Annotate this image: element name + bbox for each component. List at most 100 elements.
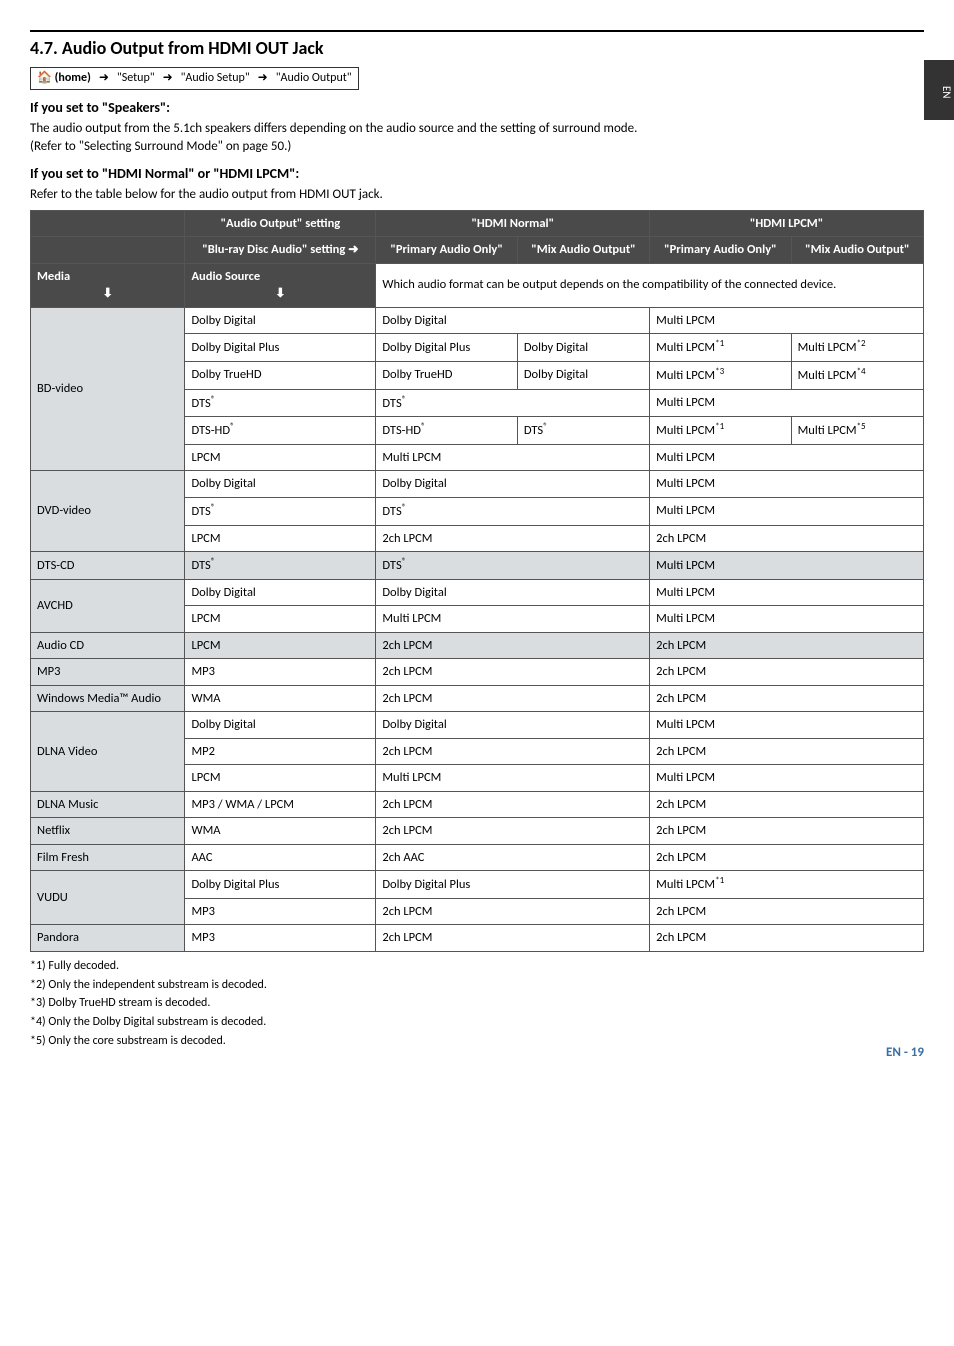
out: Multi LPCM xyxy=(650,579,924,606)
out: Dolby TrueHD xyxy=(376,361,517,389)
out: 2ch LPCM xyxy=(650,632,924,659)
footnotes: *1) Fully decoded. *2) Only the independ… xyxy=(30,958,924,1050)
out: Multi LPCM*1 xyxy=(650,334,791,362)
src: MP3 xyxy=(185,925,376,952)
src: DTS® xyxy=(185,552,376,580)
speakers-text-2: (Refer to "Selecting Surround Mode" on p… xyxy=(30,138,924,156)
src: AAC xyxy=(185,844,376,871)
audio-output-table: "Audio Output" setting "HDMI Normal" "HD… xyxy=(30,210,924,952)
media-filmfresh: Film Fresh xyxy=(31,844,185,871)
out: Multi LPCM*4 xyxy=(791,361,923,389)
out: DTS® xyxy=(376,552,650,580)
out: 2ch LPCM xyxy=(650,525,924,552)
out: Dolby Digital xyxy=(376,307,650,334)
src: MP3 xyxy=(185,659,376,686)
out: Multi LPCM xyxy=(650,444,924,471)
col-bluray-setting: "Blu-ray Disc Audio" setting ➜ xyxy=(185,237,376,264)
col-audio-output: "Audio Output" setting xyxy=(185,210,376,237)
speakers-heading: If you set to "Speakers": xyxy=(30,98,924,118)
src: Dolby Digital xyxy=(185,471,376,498)
src: MP2 xyxy=(185,738,376,765)
media-bdvideo: BD-video xyxy=(31,307,185,471)
col-hdmi-normal: "HDMI Normal" xyxy=(376,210,650,237)
breadcrumb-home: 🏠 (home) xyxy=(37,70,91,87)
src: WMA xyxy=(185,685,376,712)
src: Dolby TrueHD xyxy=(185,361,376,389)
out: 2ch LPCM xyxy=(376,791,650,818)
col-hdmi-lpcm: "HDMI LPCM" xyxy=(650,210,924,237)
out: 2ch LPCM xyxy=(376,898,650,925)
footnote-1: *1) Fully decoded. xyxy=(30,958,924,975)
src: Dolby Digital Plus xyxy=(185,334,376,362)
src: MP3 / WMA / LPCM xyxy=(185,791,376,818)
arrow-icon: ➜ xyxy=(258,70,268,87)
out: 2ch LPCM xyxy=(650,925,924,952)
out: Multi LPCM xyxy=(650,712,924,739)
out: Dolby Digital Plus xyxy=(376,334,517,362)
out: Multi LPCM*5 xyxy=(791,417,923,445)
out: Multi LPCM xyxy=(650,471,924,498)
out: Multi LPCM xyxy=(650,497,924,525)
col-mix-output-2: "Mix Audio Output" xyxy=(791,237,923,264)
out: 2ch LPCM xyxy=(650,818,924,845)
breadcrumb: 🏠 (home) ➜ "Setup" ➜ "Audio Setup" ➜ "Au… xyxy=(30,67,359,90)
breadcrumb-setup: "Setup" xyxy=(117,70,155,87)
out: Multi LPCM*2 xyxy=(791,334,923,362)
out: Multi LPCM xyxy=(650,552,924,580)
out: 2ch LPCM xyxy=(650,791,924,818)
src: Dolby Digital Plus xyxy=(185,871,376,899)
speakers-text-1: The audio output from the 5.1ch speakers… xyxy=(30,120,924,138)
out: 2ch LPCM xyxy=(376,525,650,552)
out: 2ch LPCM xyxy=(376,685,650,712)
out: Multi LPCM xyxy=(650,307,924,334)
col-audio-source: Audio Source⬇ xyxy=(185,263,376,307)
out: 2ch LPCM xyxy=(376,738,650,765)
footnote-5: *5) Only the core substream is decoded. xyxy=(30,1033,924,1050)
media-dlnam: DLNA Music xyxy=(31,791,185,818)
media-wma: Windows Media™ Audio xyxy=(31,685,185,712)
hdmi-heading: If you set to "HDMI Normal" or "HDMI LPC… xyxy=(30,164,924,184)
col-media: Media⬇ xyxy=(31,263,185,307)
out: Multi LPCM*1 xyxy=(650,417,791,445)
media-pandora: Pandora xyxy=(31,925,185,952)
footnote-2: *2) Only the independent substream is de… xyxy=(30,977,924,994)
hdmi-intro: Refer to the table below for the audio o… xyxy=(30,186,924,204)
src: LPCM xyxy=(185,606,376,633)
device-note: Which audio format can be output depends… xyxy=(376,263,924,307)
media-vudu: VUDU xyxy=(31,871,185,925)
out: Dolby Digital xyxy=(376,579,650,606)
media-audiocd: Audio CD xyxy=(31,632,185,659)
out: Multi LPCM xyxy=(650,606,924,633)
section-title: 4.7. Audio Output from HDMI OUT Jack xyxy=(30,30,924,61)
col-primary-only-1: "Primary Audio Only" xyxy=(376,237,517,264)
out: Multi LPCM xyxy=(650,389,924,417)
out: 2ch LPCM xyxy=(376,925,650,952)
footnote-4: *4) Only the Dolby Digital substream is … xyxy=(30,1014,924,1031)
out: Dolby Digital xyxy=(376,471,650,498)
src: Dolby Digital xyxy=(185,307,376,334)
out: Multi LPCM xyxy=(376,444,650,471)
src: LPCM xyxy=(185,765,376,792)
out: Dolby Digital xyxy=(517,361,649,389)
out: Dolby Digital Plus xyxy=(376,871,650,899)
out: 2ch LPCM xyxy=(376,659,650,686)
arrow-icon: ➜ xyxy=(163,70,173,87)
breadcrumb-audio-setup: "Audio Setup" xyxy=(181,70,250,87)
src: Dolby Digital xyxy=(185,712,376,739)
out: Multi LPCM*3 xyxy=(650,361,791,389)
media-dlnav: DLNA Video xyxy=(31,712,185,792)
src: LPCM xyxy=(185,632,376,659)
out: 2ch LPCM xyxy=(376,818,650,845)
media-dtscd: DTS-CD xyxy=(31,552,185,580)
out: 2ch LPCM xyxy=(650,659,924,686)
breadcrumb-audio-output: "Audio Output" xyxy=(276,70,352,87)
src: Dolby Digital xyxy=(185,579,376,606)
out: 2ch LPCM xyxy=(650,685,924,712)
page-footer: EN - 19 xyxy=(886,1044,924,1062)
media-netflix: Netflix xyxy=(31,818,185,845)
footnote-3: *3) Dolby TrueHD stream is decoded. xyxy=(30,995,924,1012)
out: DTS® xyxy=(517,417,649,445)
out: 2ch LPCM xyxy=(376,632,650,659)
src: WMA xyxy=(185,818,376,845)
out: DTS-HD® xyxy=(376,417,517,445)
